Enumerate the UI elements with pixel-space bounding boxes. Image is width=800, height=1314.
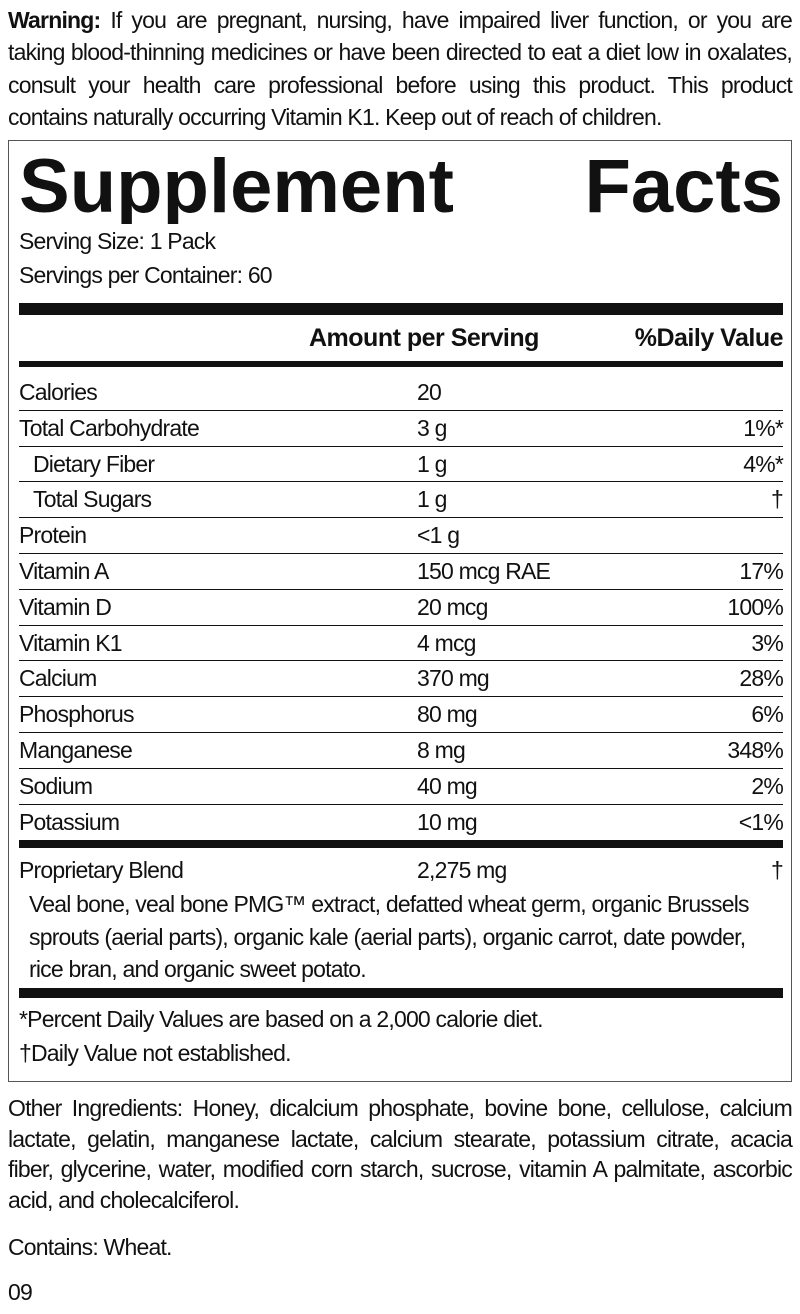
nutrient-name: Vitamin A	[19, 557, 109, 584]
servings-per-container: Servings per Container: 60	[19, 262, 273, 288]
blend-daily-value: †	[771, 857, 784, 884]
product-code: 09	[8, 1279, 33, 1305]
nutrient-amount: 4 mcg	[417, 629, 476, 656]
nutrient-row: Total Carbohydrate 3 g 1%*	[19, 411, 784, 447]
serving-size: Serving Size: 1 Pack	[19, 228, 216, 254]
blend-ingredients: Veal bone, veal bone PMG™ extract, defat…	[29, 891, 750, 983]
nutrient-daily-value: †	[771, 486, 784, 513]
thick-rule	[19, 988, 783, 999]
column-header: Amount per Serving %Daily Value	[19, 315, 784, 361]
nutrient-amount: 20	[417, 379, 442, 405]
thick-rule	[19, 303, 783, 315]
nutrient-row: Phosphorus 80 mg 6%	[19, 697, 784, 733]
nutrient-daily-value: 4%*	[743, 450, 784, 477]
nutrient-amount: 370 mg	[417, 665, 490, 692]
nutrient-daily-value: 17%	[739, 557, 783, 584]
blend-name: Proprietary Blend	[19, 857, 184, 884]
nutrient-amount: 8 mg	[417, 736, 466, 763]
footnote: †Daily Value not established.	[19, 1040, 292, 1067]
panel-title: Supplement Facts	[19, 149, 783, 224]
nutrient-row: Potassium 10 mg <1%	[19, 805, 784, 841]
nutrient-row: Calcium 370 mg 28%	[19, 661, 784, 698]
nutrient-name: Vitamin D	[19, 593, 112, 620]
nutrient-name: Vitamin K1	[19, 629, 123, 656]
nutrient-amount: 1 g	[417, 450, 447, 477]
nutrient-row: Dietary Fiber 1 g 4%*	[19, 447, 784, 483]
medium-rule	[19, 361, 783, 367]
nutrient-name: Total Sugars	[33, 486, 152, 513]
nutrient-amount: 1 g	[417, 486, 447, 513]
footnote: *Percent Daily Values are based on a 2,0…	[19, 1006, 544, 1033]
nutrient-daily-value: 2%	[751, 772, 783, 799]
warning: Warning: If you are pregnant, nursing, h…	[8, 4, 793, 133]
footnotes: *Percent Daily Values are based on a 2,0…	[19, 1002, 783, 1070]
nutrient-row: Vitamin A 150 mcg RAE 17%	[19, 554, 784, 590]
nutrient-daily-value: 100%	[727, 593, 783, 620]
nutrient-amount: 80 mg	[417, 701, 478, 728]
panel-inner: Supplement Facts Serving Size: 1 Pack Se…	[19, 141, 784, 1070]
nutrient-amount: 150 mcg RAE	[417, 557, 551, 584]
blend-amount: 2,275 mg	[417, 857, 507, 884]
blend-row: Proprietary Blend 2,275 mg †	[19, 852, 784, 888]
daily-value-header: %Daily Value	[634, 324, 784, 352]
nutrient-name: Total Carbohydrate	[19, 414, 200, 441]
nutrient-amount: 20 mcg	[417, 593, 488, 620]
nutrient-amount: 10 mg	[417, 808, 478, 835]
nutrient-row: Manganese 8 mg 348%	[19, 733, 784, 769]
other-ingredients: Other Ingredients: Honey, dicalcium phos…	[8, 1095, 793, 1214]
thick-rule	[19, 840, 783, 849]
warning-label: Warning:	[8, 7, 101, 33]
warning-text: If you are pregnant, nursing, have impai…	[8, 7, 793, 130]
nutrient-row: Vitamin D 20 mcg 100%	[19, 590, 784, 626]
nutrient-name: Protein	[19, 522, 87, 549]
nutrient-amount: <1 g	[417, 522, 460, 549]
nutrient-amount: 3 g	[417, 414, 447, 441]
nutrient-name: Dietary Fiber	[33, 450, 155, 477]
nutrient-rows: Calories 20 Total Carbohydrate 3 g 1%* Dietar…	[19, 375, 784, 841]
nutrient-daily-value: 348%	[727, 736, 783, 763]
nutrient-daily-value: 1%*	[743, 414, 784, 441]
nutrient-name: Phosphorus	[19, 701, 135, 728]
nutrient-daily-value: <1%	[738, 808, 784, 835]
supplement-facts-panel: Supplement Facts Serving Size: 1 Pack Se…	[8, 140, 792, 1082]
nutrient-name: Potassium	[19, 808, 120, 835]
nutrient-row: Sodium 40 mg 2%	[19, 769, 784, 805]
nutrient-name: Manganese	[19, 736, 133, 763]
allergen-statement: Contains: Wheat.	[8, 1234, 172, 1260]
nutrient-daily-value: 28%	[739, 665, 783, 692]
nutrient-daily-value: 6%	[751, 701, 783, 728]
nutrient-row: Protein <1 g	[19, 518, 783, 554]
nutrient-name: Calcium	[19, 665, 97, 692]
nutrient-name: Sodium	[19, 772, 93, 799]
nutrient-daily-value: 3%	[751, 629, 783, 656]
nutrient-row: Total Sugars 1 g †	[19, 482, 784, 519]
nutrient-row: Vitamin K1 4 mcg 3%	[19, 626, 784, 662]
nutrient-name: Calories	[19, 379, 98, 405]
nutrient-amount: 40 mg	[417, 772, 478, 799]
nutrient-row: Calories 20	[19, 375, 783, 411]
amount-header: Amount per Serving	[309, 324, 539, 352]
